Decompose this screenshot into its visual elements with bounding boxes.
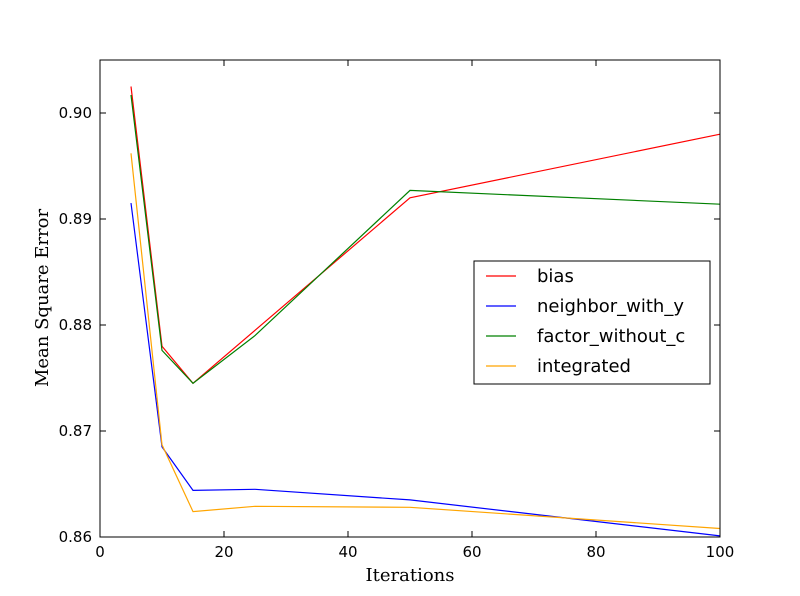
legend-label-0: bias xyxy=(537,266,574,287)
y-tick-label: 0.87 xyxy=(59,422,92,440)
y-tick-label: 0.86 xyxy=(59,528,92,546)
y-tick-label: 0.89 xyxy=(59,210,92,228)
legend-label-1: neighbor_with_y xyxy=(537,296,684,317)
x-tick-label: 40 xyxy=(338,543,357,561)
x-tick-label: 60 xyxy=(462,543,481,561)
legend-label-3: integrated xyxy=(537,356,631,377)
x-tick-label: 20 xyxy=(214,543,233,561)
series-lines xyxy=(130,86,721,537)
legend-label-2: factor_without_c xyxy=(537,326,685,347)
plot-frame xyxy=(99,59,721,538)
x-tick-labels: 0 20 40 60 80 100 xyxy=(95,543,734,561)
x-axis-title: Iterations xyxy=(366,565,455,586)
legend: bias neighbor_with_y factor_without_cinteg… xyxy=(473,260,711,385)
series-line-2 xyxy=(130,94,721,385)
y-tick-labels: 0.86 0.87 0.88 0.89 0.90 xyxy=(59,104,92,546)
x-tick-label: 0 xyxy=(95,543,105,561)
series-line-1 xyxy=(130,203,721,537)
series-line-3 xyxy=(130,153,721,530)
legend-box xyxy=(473,260,711,385)
x-tick-label: 80 xyxy=(586,543,605,561)
y-tick-label: 0.90 xyxy=(59,104,92,122)
x-tick-label: 100 xyxy=(706,543,735,561)
y-tick-label: 0.88 xyxy=(59,316,92,334)
y-axis-title: Mean Square Error xyxy=(32,209,53,387)
